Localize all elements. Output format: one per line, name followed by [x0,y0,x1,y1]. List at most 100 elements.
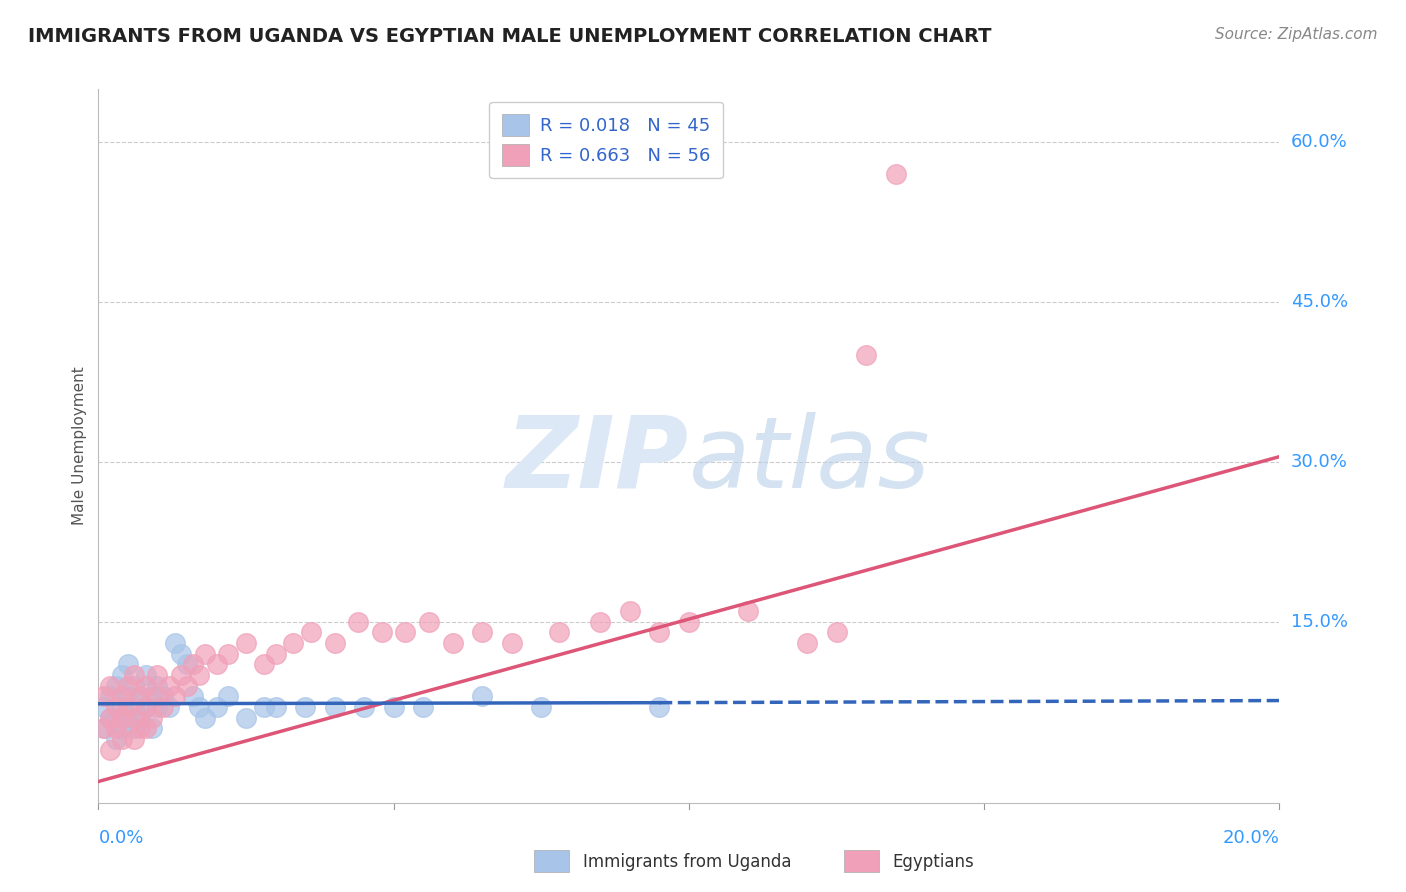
Point [194,710,217,724]
Point [855,349,877,363]
Point [648,625,671,640]
Point [105,679,128,693]
Point [205,657,228,672]
Point [353,700,375,714]
Text: Source: ZipAtlas.com: Source: ZipAtlas.com [1215,27,1378,42]
Point [737,604,759,618]
Point [135,721,157,735]
Point [825,625,848,640]
Point [205,700,228,714]
Point [141,721,163,735]
Point [170,668,193,682]
Point [217,647,239,661]
Text: ZIP: ZIP [506,412,689,508]
Point [117,690,139,704]
Point [441,636,464,650]
Point [146,690,169,704]
Text: 45.0%: 45.0% [1291,293,1348,311]
Point [122,700,145,714]
Point [146,700,169,714]
Point [471,625,494,640]
Point [93,721,115,735]
Point [283,636,305,650]
Point [98,742,121,756]
Point [264,700,287,714]
Point [678,615,700,629]
Point [194,647,217,661]
Point [117,657,139,672]
Point [264,647,287,661]
Point [105,721,128,735]
Point [122,731,145,746]
Point [122,679,145,693]
Point [648,700,671,714]
Point [165,636,187,650]
Point [181,690,204,704]
Point [418,615,440,629]
Point [135,668,157,682]
Point [548,625,571,640]
Point [176,679,198,693]
Point [111,668,134,682]
Text: 0.0%: 0.0% [98,830,143,847]
Point [105,710,128,724]
Text: IMMIGRANTS FROM UGANDA VS EGYPTIAN MALE UNEMPLOYMENT CORRELATION CHART: IMMIGRANTS FROM UGANDA VS EGYPTIAN MALE … [28,27,991,45]
Point [93,690,115,704]
Point [128,690,150,704]
Point [796,636,818,650]
Point [111,721,134,735]
Point [117,700,139,714]
Point [98,679,121,693]
Y-axis label: Male Unemployment: Male Unemployment [72,367,87,525]
Point [135,700,157,714]
Point [141,690,163,704]
Point [589,615,612,629]
Point [235,710,257,724]
Point [128,690,150,704]
Text: 60.0%: 60.0% [1291,134,1347,152]
Point [253,700,276,714]
Point [98,690,121,704]
Point [157,700,180,714]
Point [157,679,180,693]
Point [152,690,174,704]
Point [111,731,134,746]
Point [111,690,134,704]
Point [217,690,239,704]
Point [111,710,134,724]
Point [122,710,145,724]
Text: Egyptians: Egyptians [893,853,974,871]
Point [128,721,150,735]
Point [187,700,209,714]
Point [176,657,198,672]
Point [253,657,276,672]
Point [471,690,494,704]
Point [165,690,187,704]
Point [299,625,322,640]
Point [93,700,115,714]
Point [347,615,370,629]
Point [117,710,139,724]
Point [146,679,169,693]
Point [181,657,204,672]
Point [187,668,209,682]
Point [371,625,394,640]
Point [135,700,157,714]
Point [152,700,174,714]
Legend: R = 0.018   N = 45, R = 0.663   N = 56: R = 0.018 N = 45, R = 0.663 N = 56 [489,102,723,178]
Point [122,721,145,735]
Point [141,710,163,724]
Text: atlas: atlas [689,412,931,508]
Point [135,679,157,693]
Point [117,679,139,693]
Point [98,710,121,724]
Point [382,700,405,714]
Point [323,636,346,650]
Point [323,700,346,714]
Text: Immigrants from Uganda: Immigrants from Uganda [583,853,792,871]
Point [111,700,134,714]
Point [170,647,193,661]
Point [105,731,128,746]
Point [235,636,257,650]
Point [294,700,316,714]
